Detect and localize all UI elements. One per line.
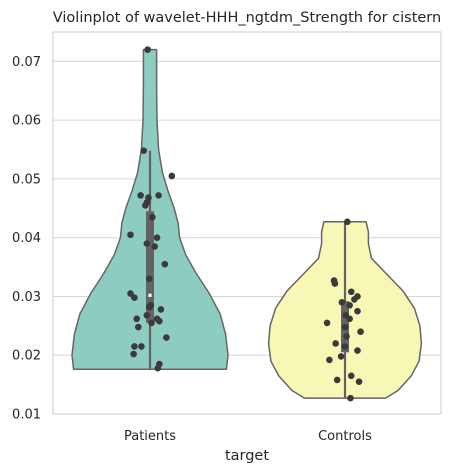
data-point [138,343,145,350]
data-point [144,46,151,53]
x-axis-label: target [225,448,269,464]
data-point [130,350,137,358]
data-point [347,288,355,296]
data-point [137,192,144,199]
data-point [341,323,349,331]
x-tick-label: Patients [124,429,176,444]
data-point [337,353,345,360]
data-point [333,376,341,384]
y-tick-label: 0.07 [12,55,41,70]
data-point [133,315,141,323]
y-tick-label: 0.01 [12,408,41,423]
data-point [127,290,134,297]
data-point [127,231,134,239]
data-point [135,323,142,331]
data-point [143,240,151,247]
data-point [354,347,361,354]
plot-frame [52,31,442,415]
chart-title: Violinplot of wavelet-HHH_ngtdm_Strength… [53,10,441,26]
data-point [341,343,349,350]
data-point [156,317,163,325]
data-point [323,319,331,327]
y-tick-label: 0.05 [12,172,41,187]
data-point [343,333,350,340]
data-point [151,243,158,250]
data-point [346,315,353,323]
violin-controls [267,218,423,402]
data-point [131,294,138,301]
data-point [354,307,361,315]
violin-median [148,293,152,297]
y-tick-label: 0.02 [12,349,41,364]
data-point [326,356,333,364]
y-tick-label: 0.06 [12,114,41,129]
y-tick-label: 0.04 [12,231,41,246]
data-point [168,172,176,180]
data-point [154,364,162,372]
data-point [347,394,354,402]
data-point [351,296,358,303]
data-point [155,192,162,199]
data-point [344,218,351,226]
data-point [157,306,165,313]
data-point [332,340,339,347]
data-point [143,311,151,319]
data-point [148,319,155,327]
data-point [140,147,148,155]
data-point [355,378,363,385]
data-point [338,299,346,306]
y-tick-label: 0.03 [12,290,41,305]
data-point [145,303,153,311]
data-point [131,343,138,350]
data-point [331,280,339,287]
violin-patients [71,46,229,372]
data-point [346,301,353,309]
data-point [142,202,149,209]
data-point [161,260,169,268]
data-point [145,275,153,283]
data-point [163,334,170,341]
data-point [357,328,364,336]
data-point [347,372,355,380]
data-point [153,234,161,241]
violin-iqr-box [146,211,154,323]
x-tick-label: Controls [318,429,372,444]
data-point [149,213,156,221]
